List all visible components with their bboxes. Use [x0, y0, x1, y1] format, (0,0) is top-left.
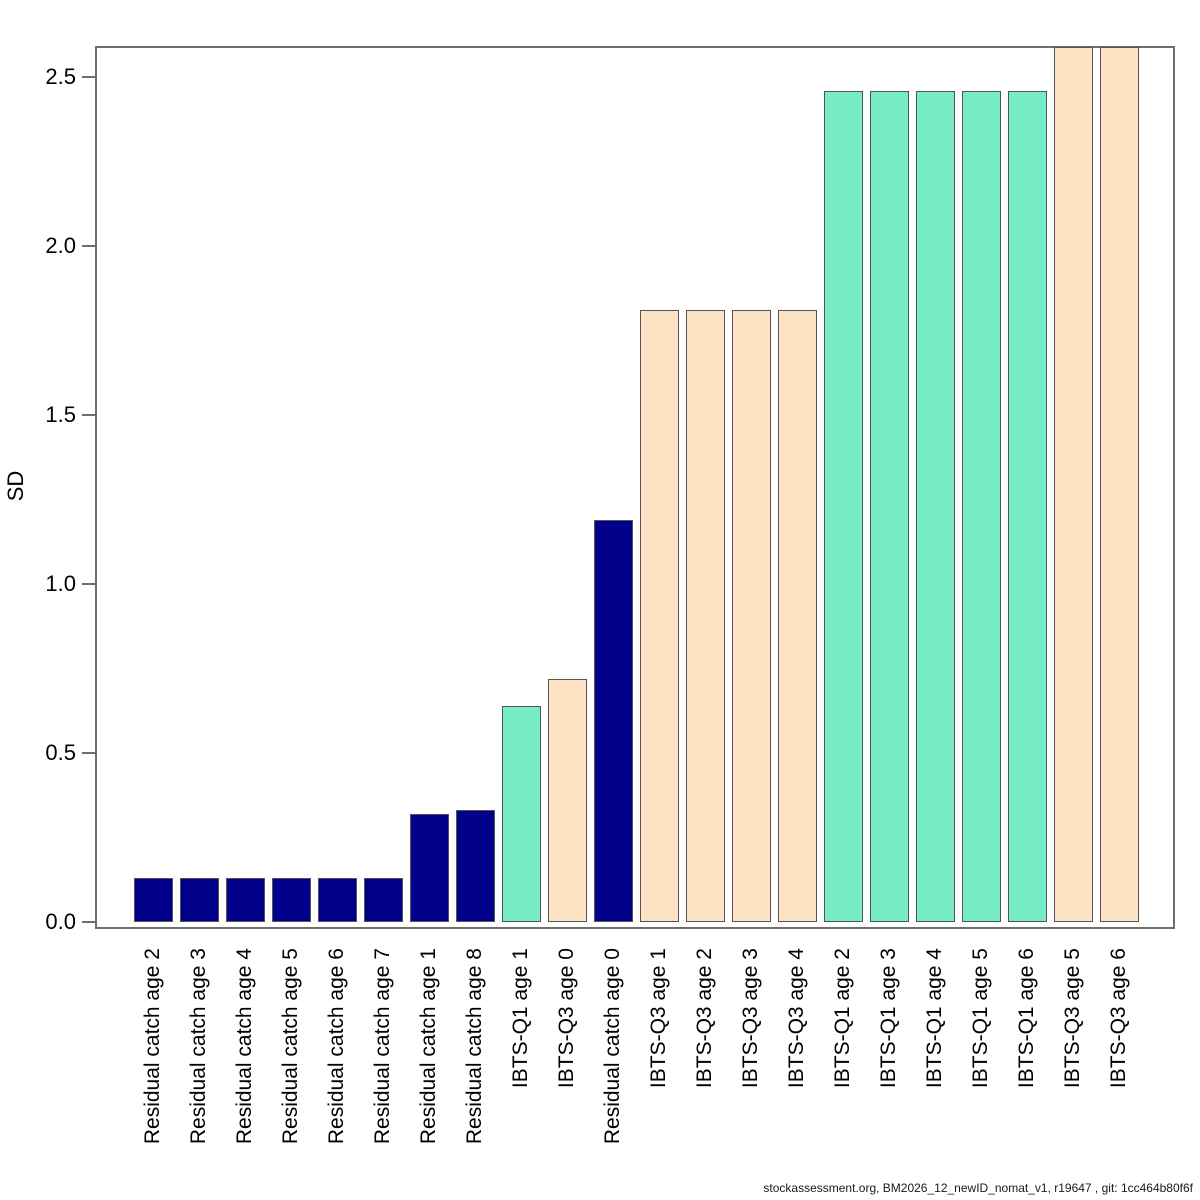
plot-box: [95, 46, 1175, 929]
bar: [317, 878, 357, 922]
y-tick-mark: [82, 245, 95, 247]
x-tick-label: Residual catch age 5: [279, 948, 302, 1145]
y-tick-mark: [82, 583, 95, 585]
bar: [179, 878, 219, 922]
x-tick-label: Residual catch age 8: [463, 948, 486, 1145]
bar: [1099, 47, 1139, 922]
y-tick-label: 2.5: [45, 64, 76, 89]
x-tick-label: IBTS-Q3 age 4: [785, 948, 808, 1089]
x-tick-label: Residual catch age 3: [187, 948, 210, 1145]
x-tick-label: Residual catch age 4: [233, 948, 256, 1145]
bar: [455, 810, 495, 922]
bar: [363, 878, 403, 922]
y-axis-title: SD: [3, 470, 28, 502]
y-tick-mark: [82, 752, 95, 754]
y-tick-label: 1.5: [45, 402, 76, 427]
x-tick-label: IBTS-Q1 age 5: [969, 948, 992, 1089]
x-tick-label: IBTS-Q3 age 3: [739, 948, 762, 1089]
bar: [777, 310, 817, 922]
x-tick-label: IBTS-Q1 age 6: [1015, 948, 1038, 1089]
bar: [1007, 91, 1047, 922]
y-tick-label: 2.0: [45, 233, 76, 258]
y-tick-label: 0.0: [45, 909, 76, 934]
bar: [133, 878, 173, 922]
bar: [685, 310, 725, 922]
bar: [961, 91, 1001, 922]
x-tick-label: IBTS-Q1 age 3: [877, 948, 900, 1089]
x-tick-label: IBTS-Q3 age 5: [1061, 948, 1084, 1089]
bar: [593, 520, 633, 922]
bar: [915, 91, 955, 922]
footer-citation: stockassessment.org, BM2026_12_newID_nom…: [763, 1181, 1193, 1195]
x-tick-label: IBTS-Q1 age 1: [509, 948, 532, 1089]
x-tick-label: Residual catch age 1: [417, 948, 440, 1145]
x-tick-label: IBTS-Q1 age 2: [831, 948, 854, 1089]
bar: [639, 310, 679, 922]
x-tick-label: IBTS-Q3 age 1: [647, 948, 670, 1089]
bar: [547, 679, 587, 922]
bar: [869, 91, 909, 922]
y-tick-label: 0.5: [45, 740, 76, 765]
y-tick-mark: [82, 76, 95, 78]
x-tick-label: IBTS-Q3 age 2: [693, 948, 716, 1089]
x-tick-label: Residual catch age 6: [325, 948, 348, 1145]
x-tick-label: IBTS-Q1 age 4: [923, 948, 946, 1089]
bar: [225, 878, 265, 922]
bar: [1053, 47, 1093, 922]
x-tick-label: Residual catch age 2: [141, 948, 164, 1145]
bar: [409, 814, 449, 922]
x-tick-label: Residual catch age 0: [601, 948, 624, 1145]
bar: [823, 91, 863, 922]
x-tick-label: Residual catch age 7: [371, 948, 394, 1145]
bar: [731, 310, 771, 922]
y-tick-mark: [82, 414, 95, 416]
x-tick-label: IBTS-Q3 age 6: [1107, 948, 1130, 1089]
y-tick-label: 1.0: [45, 571, 76, 596]
x-tick-label: IBTS-Q3 age 0: [555, 948, 578, 1089]
y-tick-mark: [82, 921, 95, 923]
bar: [271, 878, 311, 922]
bar: [501, 706, 541, 922]
